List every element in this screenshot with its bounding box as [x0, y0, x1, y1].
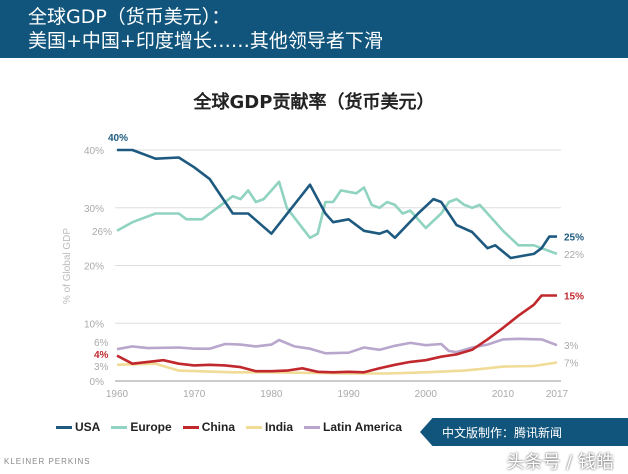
series-line-europe — [116, 180, 558, 256]
producer-badge: 中文版制作：腾讯新闻 — [420, 418, 628, 446]
y-tick-label: 20% — [84, 262, 104, 273]
legend-swatch — [111, 425, 128, 429]
x-tick-label: 1970 — [183, 389, 206, 400]
legend-label: Europe — [130, 420, 172, 434]
start-label: 4% — [94, 350, 109, 361]
x-tick-label: 2017 — [546, 389, 569, 400]
series-line-usa — [117, 148, 557, 260]
end-label: 7% — [564, 359, 579, 370]
legend-item: India — [246, 420, 293, 434]
end-label: 25% — [564, 233, 584, 244]
chart-legend: USA Europe China India Latin America — [56, 420, 402, 434]
header-line-2: 美国+中国+印度增长……其他领导者下滑 — [28, 30, 383, 52]
x-tick-label: 2010 — [492, 389, 515, 400]
y-tick-label: 40% — [84, 146, 104, 157]
x-tick-label: 1980 — [260, 389, 283, 400]
x-tick-label: 1960 — [106, 389, 129, 400]
end-label: 3% — [564, 341, 579, 352]
end-label: 22% — [564, 250, 584, 261]
series-line-india — [116, 361, 558, 375]
start-label: 26% — [92, 227, 112, 238]
legend-label: China — [201, 420, 236, 434]
legend-item: China — [182, 420, 236, 434]
y-tick-label: 10% — [84, 319, 104, 330]
series-line-latin-america — [116, 337, 558, 355]
brand-logo: KLEINER PERKINS — [4, 457, 91, 466]
x-tick-label: 1990 — [337, 389, 360, 400]
legend-swatch — [304, 425, 321, 429]
legend-swatch — [246, 425, 263, 429]
end-label: 15% — [564, 292, 584, 303]
start-label: 6% — [94, 338, 109, 349]
legend-label: India — [265, 420, 294, 434]
legend-swatch — [182, 425, 199, 429]
legend-swatch — [56, 425, 72, 429]
badge-text: 中文版制作：腾讯新闻 — [442, 426, 563, 440]
slide-header: 全球GDP（货币美元）： 美国+中国+印度增长……其他领导者下滑 — [0, 0, 628, 58]
legend-label: Latin America — [323, 420, 402, 434]
series-line-china — [116, 294, 557, 374]
legend-item: Europe — [111, 420, 172, 434]
y-axis-label: % of Global GDP — [62, 228, 73, 304]
legend-item: USA — [56, 420, 100, 434]
header-line-1: 全球GDP（货币美元）： — [28, 6, 231, 28]
start-label: 40% — [108, 133, 128, 144]
x-tick-label: 2000 — [415, 389, 438, 400]
chart-title: 全球GDP贡献率（货币美元） — [193, 92, 435, 113]
legend-label: USA — [75, 420, 101, 434]
legend-item: Latin America — [304, 420, 402, 434]
watermark: 头条号 / 钱皓 — [506, 452, 614, 473]
y-tick-label: 30% — [84, 204, 104, 215]
start-label: 3% — [94, 362, 109, 373]
y-tick-label: 0% — [90, 377, 105, 388]
